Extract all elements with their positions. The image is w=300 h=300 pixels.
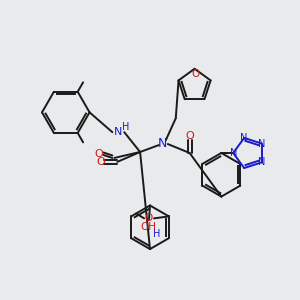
Text: N: N <box>241 133 248 143</box>
Text: O: O <box>144 213 152 224</box>
Text: OH: OH <box>140 222 156 232</box>
Text: H: H <box>122 122 129 132</box>
Text: N: N <box>230 148 237 158</box>
Text: N: N <box>258 157 266 167</box>
Text: O: O <box>96 157 105 167</box>
Text: N: N <box>114 127 122 137</box>
Text: N: N <box>158 136 168 150</box>
Text: H: H <box>153 229 161 239</box>
Text: O: O <box>94 149 103 159</box>
Text: O: O <box>191 69 200 79</box>
Text: O: O <box>185 131 194 141</box>
Text: N: N <box>258 139 266 149</box>
